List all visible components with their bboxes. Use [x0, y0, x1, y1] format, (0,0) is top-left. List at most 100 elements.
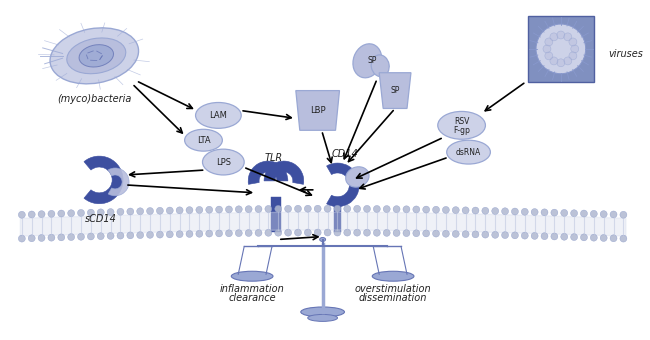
- Text: LTA: LTA: [197, 136, 211, 145]
- Text: clearance: clearance: [228, 293, 276, 303]
- Ellipse shape: [245, 230, 252, 236]
- Ellipse shape: [314, 205, 321, 212]
- Ellipse shape: [235, 206, 242, 213]
- Text: overstimulation: overstimulation: [355, 284, 432, 294]
- Ellipse shape: [502, 232, 508, 239]
- Wedge shape: [84, 156, 123, 204]
- Ellipse shape: [437, 112, 486, 139]
- Ellipse shape: [512, 232, 519, 239]
- Ellipse shape: [196, 102, 241, 128]
- Ellipse shape: [482, 207, 489, 214]
- Ellipse shape: [294, 205, 302, 212]
- Text: RSV: RSV: [454, 117, 469, 126]
- Ellipse shape: [77, 233, 84, 240]
- Ellipse shape: [354, 229, 361, 236]
- Ellipse shape: [447, 140, 490, 164]
- Ellipse shape: [58, 234, 65, 241]
- Ellipse shape: [384, 206, 390, 212]
- Ellipse shape: [344, 205, 351, 212]
- Ellipse shape: [600, 235, 607, 241]
- Ellipse shape: [77, 209, 84, 216]
- Ellipse shape: [314, 229, 321, 236]
- Ellipse shape: [550, 57, 558, 65]
- Ellipse shape: [531, 233, 538, 239]
- Wedge shape: [264, 161, 304, 184]
- Ellipse shape: [186, 207, 193, 214]
- Ellipse shape: [186, 231, 193, 237]
- Ellipse shape: [146, 231, 153, 238]
- Wedge shape: [108, 168, 129, 196]
- Ellipse shape: [372, 271, 414, 281]
- Ellipse shape: [196, 206, 203, 214]
- Ellipse shape: [413, 230, 420, 237]
- FancyBboxPatch shape: [333, 197, 341, 232]
- Polygon shape: [379, 73, 411, 108]
- Ellipse shape: [541, 233, 548, 240]
- Ellipse shape: [48, 210, 55, 217]
- Ellipse shape: [285, 229, 292, 236]
- Ellipse shape: [203, 149, 244, 175]
- Ellipse shape: [472, 207, 479, 214]
- Ellipse shape: [443, 206, 449, 214]
- Text: LAM: LAM: [209, 111, 228, 120]
- Text: inflammation: inflammation: [220, 284, 285, 294]
- Ellipse shape: [48, 234, 55, 241]
- Ellipse shape: [561, 233, 567, 240]
- Ellipse shape: [371, 55, 389, 76]
- Wedge shape: [326, 163, 359, 207]
- Ellipse shape: [334, 205, 341, 212]
- Ellipse shape: [127, 232, 134, 239]
- Ellipse shape: [590, 210, 597, 217]
- Ellipse shape: [301, 307, 344, 317]
- Ellipse shape: [363, 229, 370, 236]
- FancyBboxPatch shape: [271, 197, 281, 232]
- Ellipse shape: [569, 38, 577, 46]
- Ellipse shape: [452, 207, 460, 214]
- Text: dissemination: dissemination: [359, 293, 427, 303]
- Ellipse shape: [320, 238, 326, 241]
- Text: SP: SP: [391, 86, 400, 95]
- Ellipse shape: [531, 209, 538, 216]
- Ellipse shape: [157, 231, 163, 238]
- Ellipse shape: [324, 229, 331, 236]
- Ellipse shape: [550, 33, 558, 41]
- Ellipse shape: [571, 45, 578, 53]
- Ellipse shape: [206, 230, 213, 237]
- Ellipse shape: [265, 205, 272, 212]
- Ellipse shape: [18, 211, 25, 218]
- Ellipse shape: [107, 209, 114, 216]
- Text: SP: SP: [367, 56, 377, 65]
- Ellipse shape: [403, 206, 410, 213]
- Ellipse shape: [512, 208, 519, 215]
- Ellipse shape: [353, 44, 382, 78]
- Ellipse shape: [216, 230, 222, 237]
- Ellipse shape: [157, 207, 163, 214]
- Ellipse shape: [307, 314, 337, 321]
- Ellipse shape: [176, 231, 183, 238]
- Ellipse shape: [265, 229, 272, 236]
- Ellipse shape: [67, 38, 125, 74]
- Ellipse shape: [545, 38, 552, 46]
- Ellipse shape: [136, 232, 144, 239]
- Ellipse shape: [571, 234, 578, 240]
- Ellipse shape: [245, 206, 252, 212]
- Ellipse shape: [127, 208, 134, 215]
- Ellipse shape: [58, 210, 65, 217]
- Wedge shape: [248, 161, 288, 184]
- Ellipse shape: [28, 211, 35, 218]
- Ellipse shape: [545, 52, 552, 60]
- Ellipse shape: [491, 207, 499, 215]
- Text: (myco)bacteria: (myco)bacteria: [57, 94, 131, 104]
- Ellipse shape: [491, 231, 499, 238]
- Ellipse shape: [87, 209, 94, 216]
- Ellipse shape: [551, 233, 558, 240]
- Ellipse shape: [285, 205, 292, 212]
- Ellipse shape: [564, 33, 572, 41]
- Ellipse shape: [432, 230, 439, 237]
- Ellipse shape: [422, 230, 430, 237]
- Ellipse shape: [462, 231, 469, 238]
- Ellipse shape: [304, 229, 311, 236]
- Ellipse shape: [166, 231, 174, 238]
- Ellipse shape: [294, 229, 302, 236]
- Ellipse shape: [557, 31, 565, 39]
